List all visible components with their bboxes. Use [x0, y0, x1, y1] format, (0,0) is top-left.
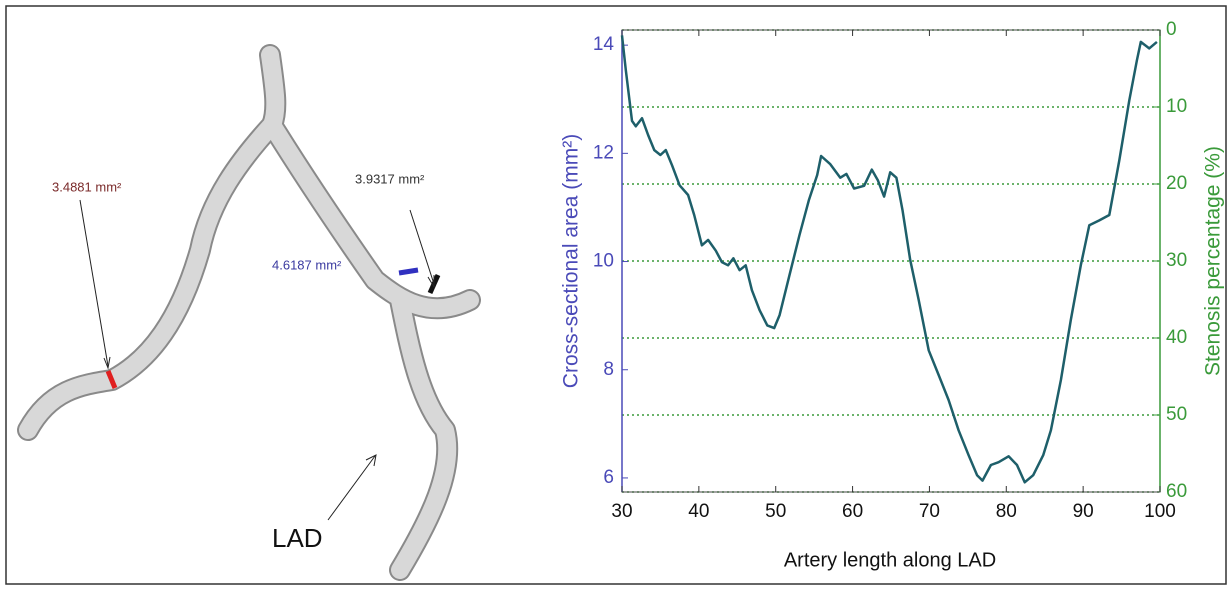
y2-tick-label: 10	[1166, 96, 1187, 117]
vessel-label: LAD	[272, 523, 323, 553]
marker-red	[105, 370, 118, 389]
marker-blue	[398, 267, 419, 276]
x-axis-label: Artery length along LAD	[784, 549, 996, 571]
data-line	[620, 35, 1158, 484]
x-tick-label: 80	[996, 501, 1017, 522]
y2-tick-label: 60	[1166, 481, 1187, 502]
x-tick-label: 40	[688, 501, 709, 522]
x-tick-label: 90	[1073, 501, 1094, 522]
y2-axis-label: Stenosis percentage (%)	[1202, 146, 1225, 376]
y2-tick-label: 0	[1166, 19, 1177, 40]
annotation-arrows	[79, 199, 435, 521]
y2-tick-label: 30	[1166, 250, 1187, 271]
y-tick-label: 10	[593, 251, 614, 272]
artery-tree	[17, 44, 481, 581]
y-tick-label: 8	[603, 359, 614, 380]
x-tick-label: 60	[842, 501, 863, 522]
x-tick-label: 30	[611, 501, 632, 522]
y-tick-label: 14	[593, 34, 615, 55]
y-tick-label: 12	[593, 142, 614, 163]
figure-border	[5, 5, 1227, 585]
y2-tick-label: 40	[1166, 327, 1187, 348]
x-tick-label: 50	[765, 501, 786, 522]
x-tick-label: 70	[919, 501, 940, 522]
chart: Artery length along LAD Cross-sectional …	[560, 134, 1225, 571]
y2-tick-label: 20	[1166, 173, 1187, 194]
x-tick-label: 100	[1144, 501, 1176, 522]
y-axis-label: Cross-sectional area (mm²)	[560, 134, 583, 388]
annotation-label: 4.6187 mm²	[272, 257, 342, 272]
annotation-label: 3.9317 mm²	[355, 171, 425, 186]
y-tick-label: 6	[603, 467, 614, 488]
annotation-label: 3.4881 mm²	[52, 179, 122, 194]
y2-tick-label: 50	[1166, 404, 1187, 425]
